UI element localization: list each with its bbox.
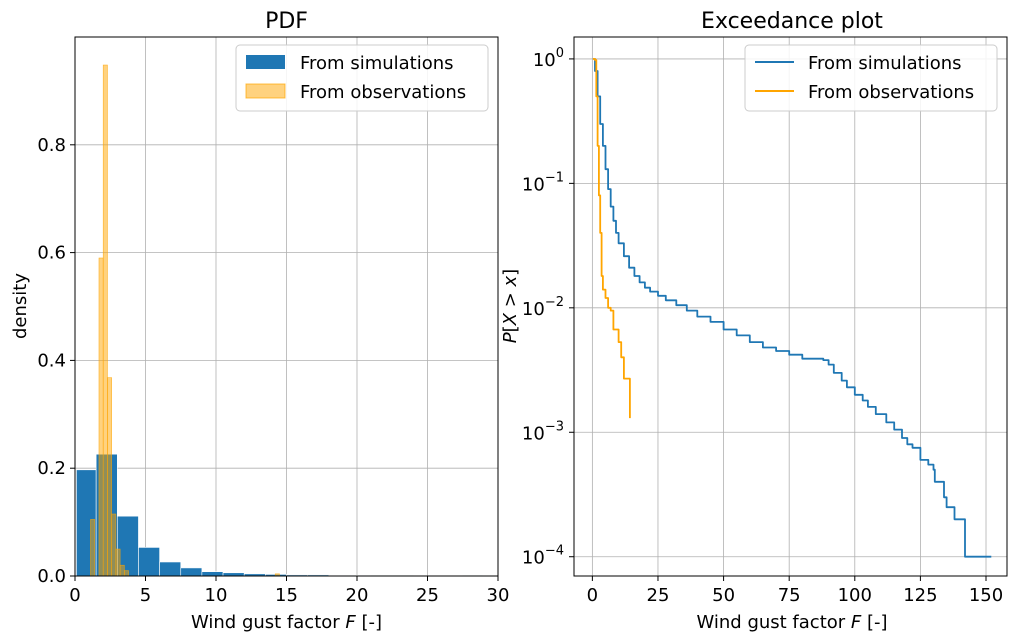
pdf-bar-observations [115,548,121,577]
pdf-x-tick-label: 0 [69,585,80,606]
pdf-y-tick-label: 0.8 [37,135,66,156]
pdf-x-tick-label: 30 [487,585,510,606]
pdf-bar-observations [102,64,108,577]
pdf-legend-label-observations: From observations [300,82,466,103]
pdf-x-tick-label: 10 [205,585,228,606]
pdf-legend: From simulations From observations [235,44,489,112]
exceedance-y-tick-label: 10−3 [522,419,564,444]
pdf-bar-observations [111,513,117,577]
pdf-x-tick-label: 25 [416,585,439,606]
pdf-title: PDF [265,9,308,34]
pdf-legend-swatch-observations [245,83,286,99]
exceedance-line-observations [592,58,631,419]
pdf-bars-observations [90,64,280,577]
exceedance-y-tick-label: 10−4 [522,544,564,569]
pdf-y-tick-label: 0.4 [37,350,66,371]
exceedance-y-tick-label: 10−2 [522,295,564,320]
pdf-y-axis-label: density [10,273,31,339]
exceedance-y-ticks: 10−4 10−3 10−2 10−1 100 [522,46,574,569]
pdf-y-ticks: 0.0 0.2 0.4 0.6 0.8 [37,135,75,587]
pdf-x-axis-label: Wind gust factor F [-] [191,612,382,633]
exceedance-legend: From simulations From observations [744,44,998,112]
pdf-legend-swatch-simulations [246,55,285,69]
pdf-bar-simulations [201,571,224,577]
pdf-bar-observations [124,570,129,577]
pdf-y-tick-label: 0.6 [37,243,66,264]
pdf-bar-observations [90,519,96,577]
exceedance-axes-frame [573,36,1008,577]
pdf-y-tick-label: 0.0 [37,566,66,587]
exceedance-x-tick-label: 125 [903,585,937,606]
pdf-bar-simulations [159,561,182,577]
pdf-y-tick-label: 0.2 [37,458,66,479]
pdf-bar-observations [119,564,125,577]
exceedance-y-tick-label: 10−1 [522,170,564,195]
exceedance-grid [574,37,1007,576]
exceedance-x-tick-label: 75 [778,585,801,606]
exceedance-x-tick-label: 0 [587,585,598,606]
pdf-x-tick-label: 5 [140,585,151,606]
exceedance-legend-label-observations: From observations [808,82,974,103]
pdf-legend-box [235,44,489,112]
exceedance-panel: 0 25 50 75 100 125 150 10−4 10−3 10−2 10−1 100 Exc… [500,9,1008,633]
exceedance-x-tick-label: 150 [969,585,1003,606]
exceedance-line-simulations [592,58,992,558]
exceedance-x-tick-label: 50 [712,585,735,606]
exceedance-y-axis-label: P[X > x] [500,269,521,343]
exceedance-x-tick-label: 100 [838,585,872,606]
exceedance-x-tick-label: 25 [647,585,670,606]
pdf-bar-simulations [180,567,203,577]
pdf-x-ticks: 0 5 10 15 20 25 30 [69,576,509,606]
exceedance-legend-label-simulations: From simulations [808,53,962,74]
exceedance-y-tick-label: 100 [533,46,564,71]
pdf-legend-label-simulations: From simulations [300,53,454,74]
pdf-panel: 0 5 10 15 20 25 30 0.0 0.2 0.4 0.6 0.8 PDF Wind gu… [10,9,509,633]
pdf-bar-simulations [138,547,160,577]
exceedance-x-ticks: 0 25 50 75 100 125 150 [587,576,1003,606]
pdf-x-tick-label: 20 [346,585,369,606]
pdf-bar-observations [98,257,104,577]
pdf-x-tick-label: 15 [275,585,298,606]
exceedance-title: Exceedance plot [701,9,883,34]
exceedance-x-axis-label: Wind gust factor F [-] [696,612,887,633]
exceedance-legend-box [744,44,998,112]
exceedance-lines [592,58,992,558]
pdf-bar-observations [107,377,112,577]
